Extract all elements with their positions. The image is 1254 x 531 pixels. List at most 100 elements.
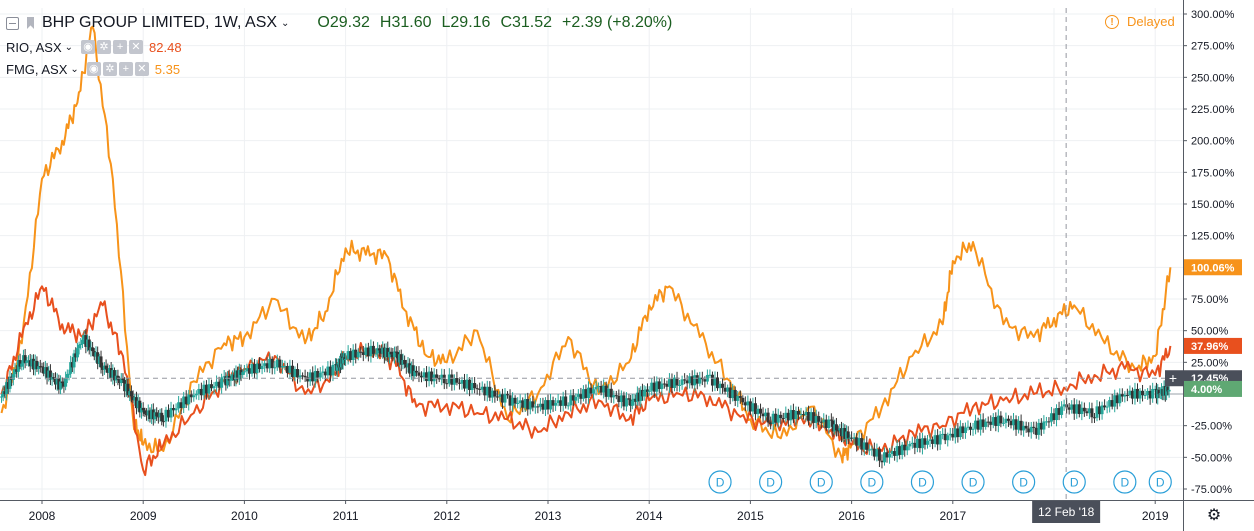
plus-icon[interactable]: +	[1169, 370, 1177, 386]
candle-body	[812, 412, 816, 423]
candle-body	[379, 350, 383, 354]
candle-body	[941, 433, 945, 435]
settings-icon[interactable]: ✲	[97, 40, 112, 54]
x-tick-label: 2009	[130, 509, 157, 523]
chevron-down-icon[interactable]: ⌄	[64, 41, 74, 53]
y-tick-label: -75.00%	[1191, 484, 1232, 496]
candle-body	[32, 358, 36, 370]
main-symbol-row: BHP GROUP LIMITED, 1W, ASX ⌄ O29.32 H31.…	[6, 10, 682, 36]
candle-body	[951, 433, 955, 438]
candle-body	[667, 379, 671, 387]
candle-body	[263, 363, 267, 366]
dividend-marker[interactable]: D	[809, 470, 833, 494]
candle-body	[526, 399, 530, 410]
candle-body	[627, 398, 631, 400]
candle-body	[915, 438, 919, 448]
candle-body	[685, 380, 689, 384]
candle-body	[938, 434, 942, 445]
dividend-marker[interactable]: D	[910, 470, 935, 494]
high-value: H31.60	[379, 14, 432, 31]
plus-icon[interactable]: +	[113, 40, 128, 54]
candle-body	[344, 358, 348, 360]
x-tick-label: 2011	[333, 509, 359, 523]
dividend-marker[interactable]: D	[1012, 470, 1036, 494]
candle-body	[346, 351, 350, 359]
candle-body	[579, 394, 583, 399]
gear-icon[interactable]: ⚙	[1206, 507, 1222, 524]
dividend-marker[interactable]: D	[1113, 470, 1137, 494]
candle-body	[556, 400, 560, 403]
candle-body	[381, 347, 385, 354]
candle-body	[746, 401, 750, 406]
plus-icon[interactable]: +	[118, 62, 133, 76]
dividend-circle	[759, 470, 783, 494]
candle-body	[16, 360, 20, 372]
rio-line	[0, 285, 1172, 477]
dividend-marker[interactable]: D	[759, 470, 783, 494]
delayed-status[interactable]: ! Delayed	[1105, 14, 1175, 29]
compare-symbol-rio[interactable]: RIO, ASX	[6, 39, 62, 55]
candle-body	[829, 419, 833, 421]
candle-body	[468, 379, 472, 391]
candle-body	[632, 398, 636, 401]
candle-body	[182, 396, 186, 409]
dividend-marker[interactable]: D	[860, 470, 884, 494]
candle-body	[234, 370, 238, 381]
fmg-line	[0, 25, 1172, 464]
candle-body	[114, 375, 118, 381]
candle-body	[403, 359, 407, 365]
y-tick-label: -25.00%	[1191, 421, 1232, 433]
candle-body	[212, 386, 216, 389]
dividend-marker[interactable]: D	[1062, 470, 1086, 494]
candle-body	[799, 414, 803, 416]
dividend-marker[interactable]: D	[708, 470, 732, 494]
candle-body	[1034, 427, 1038, 435]
candle-body	[1123, 394, 1127, 397]
settings-icon[interactable]: ✲	[102, 62, 117, 76]
close-icon[interactable]: ✕	[134, 62, 149, 76]
candle-body	[498, 394, 502, 397]
candle-body	[393, 351, 397, 358]
close-icon[interactable]: ✕	[129, 40, 144, 54]
candle-body	[748, 401, 752, 412]
last-value-label-fmg: 100.06%	[1184, 259, 1242, 276]
eye-icon[interactable]: ◉	[86, 62, 101, 76]
candle-body	[343, 357, 347, 360]
candle-body	[802, 414, 806, 416]
candle-body	[824, 419, 828, 428]
candle-body	[670, 379, 674, 388]
main-symbol-title[interactable]: BHP GROUP LIMITED, 1W, ASX	[42, 14, 278, 31]
candle-body	[850, 437, 854, 439]
candle-body	[576, 394, 580, 397]
candle-body	[845, 431, 849, 439]
flag-icon[interactable]	[27, 17, 34, 29]
candle-body	[45, 367, 49, 379]
candle-body	[119, 378, 123, 384]
candle-body	[1167, 389, 1171, 392]
chart-legend: BHP GROUP LIMITED, 1W, ASX ⌄ O29.32 H31.…	[6, 10, 682, 80]
candle-body	[833, 424, 837, 432]
chevron-down-icon[interactable]: ⌄	[70, 63, 79, 75]
collapse-icon[interactable]	[6, 16, 19, 30]
candle-body	[104, 365, 108, 369]
chevron-down-icon[interactable]: ⌄	[281, 17, 290, 29]
candle-body	[910, 442, 914, 444]
candle-body	[647, 390, 651, 393]
dividend-marker[interactable]: D	[1148, 470, 1172, 494]
candle-body	[753, 403, 757, 415]
candle-body	[75, 348, 79, 358]
dividend-marker[interactable]: D	[961, 470, 985, 494]
candle-body	[1166, 386, 1170, 392]
candle-body	[1072, 404, 1076, 414]
dividend-label: D	[766, 476, 775, 490]
candle-body	[296, 369, 300, 378]
candle-body	[718, 383, 722, 389]
candle-body	[609, 388, 613, 398]
x-tick-label: 2017	[939, 509, 966, 523]
candle-body	[430, 371, 434, 382]
candle-body	[508, 395, 512, 406]
eye-icon[interactable]: ◉	[81, 40, 96, 54]
compare-symbol-fmg[interactable]: FMG, ASX	[6, 61, 68, 77]
candle-body	[404, 364, 408, 368]
